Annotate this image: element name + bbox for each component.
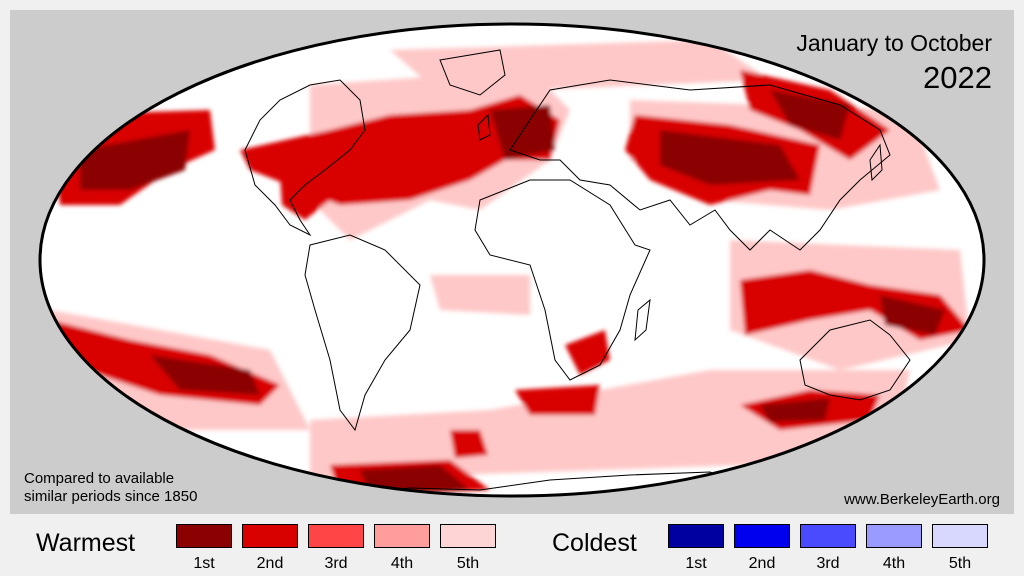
coastline-japan (869, 143, 883, 182)
legend-warm-swatch-2 (242, 524, 298, 548)
coastline-antarctica (339, 471, 732, 496)
comparison-note: Compared to available similar periods si… (24, 470, 197, 506)
anomaly-region-tasman-record (760, 398, 830, 422)
period-year: 2022 (923, 60, 992, 95)
coastline-new-zealand (921, 388, 936, 421)
coastline-greenland (439, 49, 506, 96)
legend-cold-swatch-3 (800, 524, 856, 548)
legend-cold-label-2: 2nd (748, 555, 776, 572)
anomaly-region-ross-sea (450, 430, 488, 458)
legend-warm-label-2: 2nd (256, 555, 284, 572)
coastline-south-america (304, 234, 421, 432)
comparison-note-line1: Compared to available (24, 470, 175, 487)
legend-warm-label-1: 1st (193, 555, 215, 572)
legend-cold-label-1: 1st (685, 555, 707, 572)
legend-cold-label-3: 3rd (816, 555, 840, 572)
coastline-madagascar (634, 298, 651, 342)
legend-cold-swatch-1 (668, 524, 724, 548)
period-title: January to October (796, 30, 992, 56)
legend-cold-swatch-5 (932, 524, 988, 548)
anomaly-region-indian-ocean-south (515, 385, 600, 415)
map-panel: January to October 2022 Compared to avai… (10, 10, 1014, 514)
coastline-africa (474, 179, 651, 381)
world-map (38, 22, 986, 498)
anomaly-region-pacific-warmpool-record (880, 295, 945, 335)
source-url: www.BerkeleyEarth.org (844, 491, 1000, 508)
legend-warm-swatch-1 (176, 524, 232, 548)
legend-warm-swatch-3 (308, 524, 364, 548)
legend-cold-label-5: 5th (948, 555, 972, 572)
coastline-north-america (244, 79, 366, 237)
legend-coldest-title: Coldest (552, 529, 637, 557)
anomaly-region-north-pacific-record (80, 130, 190, 190)
legend-warm-swatch-5 (440, 524, 496, 548)
legend-warm-label-4: 4th (390, 555, 414, 572)
legend-warm-label-3: 3rd (324, 555, 348, 572)
legend-cold-swatch-4 (866, 524, 922, 548)
legend-warm-label-5: 5th (456, 555, 480, 572)
legend-cold-swatch-2 (734, 524, 790, 548)
coastline-australia (799, 319, 911, 401)
coastline-uk (477, 113, 491, 141)
anomaly-region-europe-record (490, 105, 555, 160)
coastline-eurasia (509, 79, 891, 251)
anomaly-region-gulf-of-mexico (280, 170, 330, 220)
anomaly-region-south-pacific-record (150, 355, 260, 395)
anomaly-region-southeast-africa (565, 330, 610, 375)
legend-warmest-title: Warmest (36, 529, 136, 557)
globe-outline (38, 22, 986, 498)
anomaly-region-central-asia-record (660, 130, 800, 185)
comparison-note-line2: similar periods since 1850 (24, 488, 198, 505)
legend-cold-label-4: 4th (882, 555, 906, 572)
anomaly-region-atlantic-south-pale (430, 275, 530, 315)
legend-warm-swatch-4 (374, 524, 430, 548)
